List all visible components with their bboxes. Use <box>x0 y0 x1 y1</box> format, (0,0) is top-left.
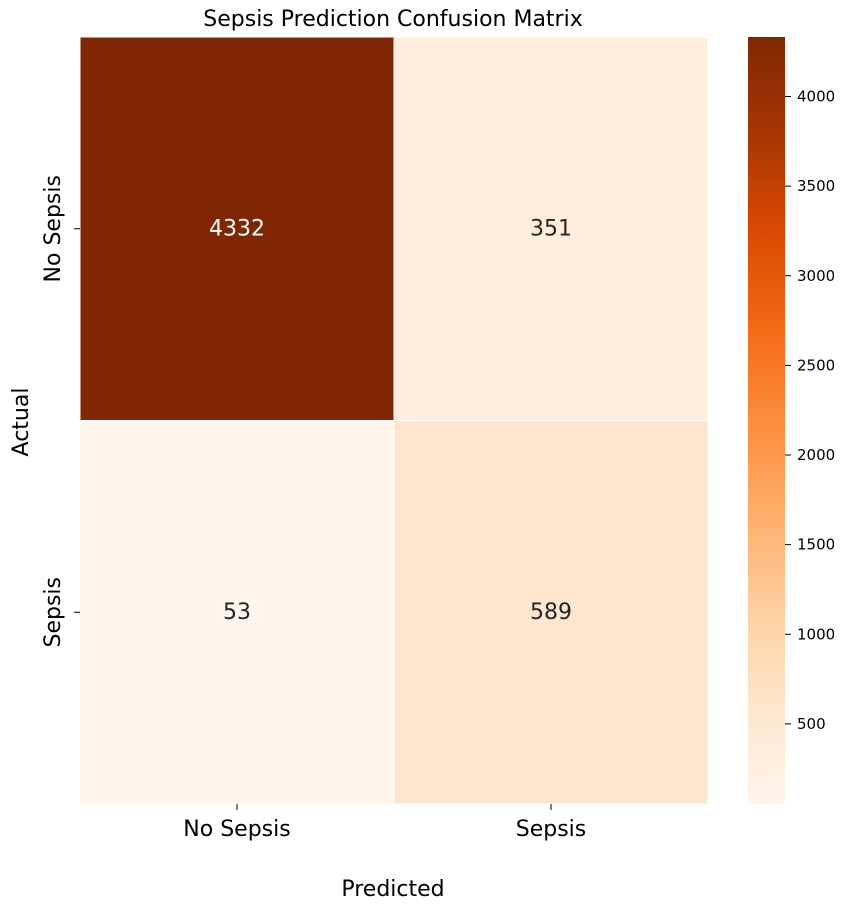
heatmap-cells <box>79 36 709 805</box>
heatmap-cell <box>79 420 395 805</box>
y-tick-label: No Sepsis <box>41 175 66 282</box>
colorbar-tick-label: 2500 <box>797 356 835 374</box>
cell-value-label: 589 <box>530 600 572 625</box>
colorbar-tick-label: 3000 <box>797 267 835 285</box>
colorbar-tick-label: 1500 <box>797 536 835 554</box>
x-tick-label: Sepsis <box>516 817 587 842</box>
heatmap-cell <box>393 36 709 421</box>
cell-value-label: 4332 <box>209 216 265 241</box>
colorbar <box>748 37 785 804</box>
colorbar-tick-label: 1000 <box>797 625 835 643</box>
heatmap-cell-labels: 4332 351 53 589 <box>209 216 572 625</box>
colorbar-tick-label: 2000 <box>797 446 835 464</box>
colorbar-tick-label: 4000 <box>797 88 835 106</box>
x-tick-label: No Sepsis <box>183 817 290 842</box>
colorbar-ticks: 500 1000 1500 2000 2500 3000 3500 4000 <box>785 88 835 733</box>
x-axis-label: Predicted <box>341 877 444 902</box>
y-axis-ticks: No Sepsis Sepsis <box>41 175 80 648</box>
y-tick-label: Sepsis <box>41 577 66 648</box>
x-axis-ticks: No Sepsis Sepsis <box>183 804 586 842</box>
cell-value-label: 53 <box>223 600 251 625</box>
y-axis-label: Actual <box>9 388 34 457</box>
chart-title: Sepsis Prediction Confusion Matrix <box>203 7 582 32</box>
heatmap-cell <box>393 420 709 805</box>
colorbar-tick-label: 500 <box>797 715 826 733</box>
cell-value-label: 351 <box>530 216 572 241</box>
heatmap-cell <box>79 36 395 421</box>
colorbar-tick-label: 3500 <box>797 177 835 195</box>
